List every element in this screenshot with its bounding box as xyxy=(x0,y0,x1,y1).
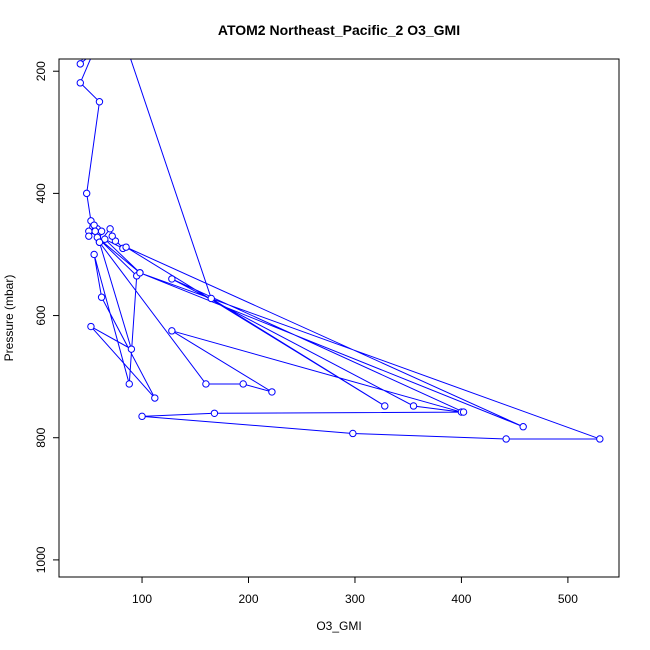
data-point xyxy=(409,402,418,410)
data-point xyxy=(202,380,210,388)
data-point xyxy=(239,380,247,388)
y-axis-label: Pressure (mbar) xyxy=(2,275,16,362)
plot-frame xyxy=(58,58,620,578)
data-point xyxy=(101,235,109,243)
data-point xyxy=(82,189,91,198)
data-point xyxy=(459,408,468,416)
data-point xyxy=(85,232,93,240)
data-point xyxy=(210,409,219,417)
data-point xyxy=(519,423,527,431)
data-point xyxy=(127,345,136,353)
x-tick-label: 100 xyxy=(132,592,152,606)
data-point xyxy=(87,322,95,331)
data-point xyxy=(138,412,146,421)
data-point xyxy=(502,435,510,443)
y-tick-label: 1000 xyxy=(34,546,48,573)
data-point xyxy=(168,275,176,283)
data-point xyxy=(596,435,604,443)
data-point xyxy=(97,227,106,235)
data-point xyxy=(106,225,114,233)
data-point xyxy=(91,227,99,235)
data-point xyxy=(381,402,389,410)
data-point xyxy=(76,60,84,68)
data-point xyxy=(125,380,133,388)
x-axis-label: O3_GMI xyxy=(316,619,361,633)
data-point xyxy=(97,293,106,301)
y-axis: 200 400 600 800 1000 xyxy=(34,61,59,573)
data-point xyxy=(90,250,98,259)
y-tick-label: 800 xyxy=(34,427,48,447)
data-point xyxy=(95,98,104,106)
data-point xyxy=(151,394,159,402)
y-tick-label: 400 xyxy=(34,183,48,203)
data-point xyxy=(76,79,84,87)
data-point xyxy=(207,294,215,303)
plot-area xyxy=(76,59,604,443)
data-point xyxy=(122,243,130,251)
data-point xyxy=(108,232,116,240)
x-tick-label: 200 xyxy=(238,592,258,606)
y-tick-label: 600 xyxy=(34,305,48,325)
x-axis: 100 200 300 400 500 xyxy=(132,577,578,606)
data-point xyxy=(168,327,176,335)
x-tick-label: 500 xyxy=(558,592,578,606)
data-point xyxy=(268,388,276,396)
chart-title: ATOM2 Northeast_Pacific_2 O3_GMI xyxy=(218,22,460,38)
data-point xyxy=(136,269,144,277)
data-point xyxy=(349,429,357,438)
x-tick-label: 300 xyxy=(345,592,365,606)
data-point xyxy=(90,221,98,229)
y-tick-label: 200 xyxy=(34,61,48,81)
x-tick-label: 400 xyxy=(451,592,471,606)
data-point xyxy=(95,238,104,246)
